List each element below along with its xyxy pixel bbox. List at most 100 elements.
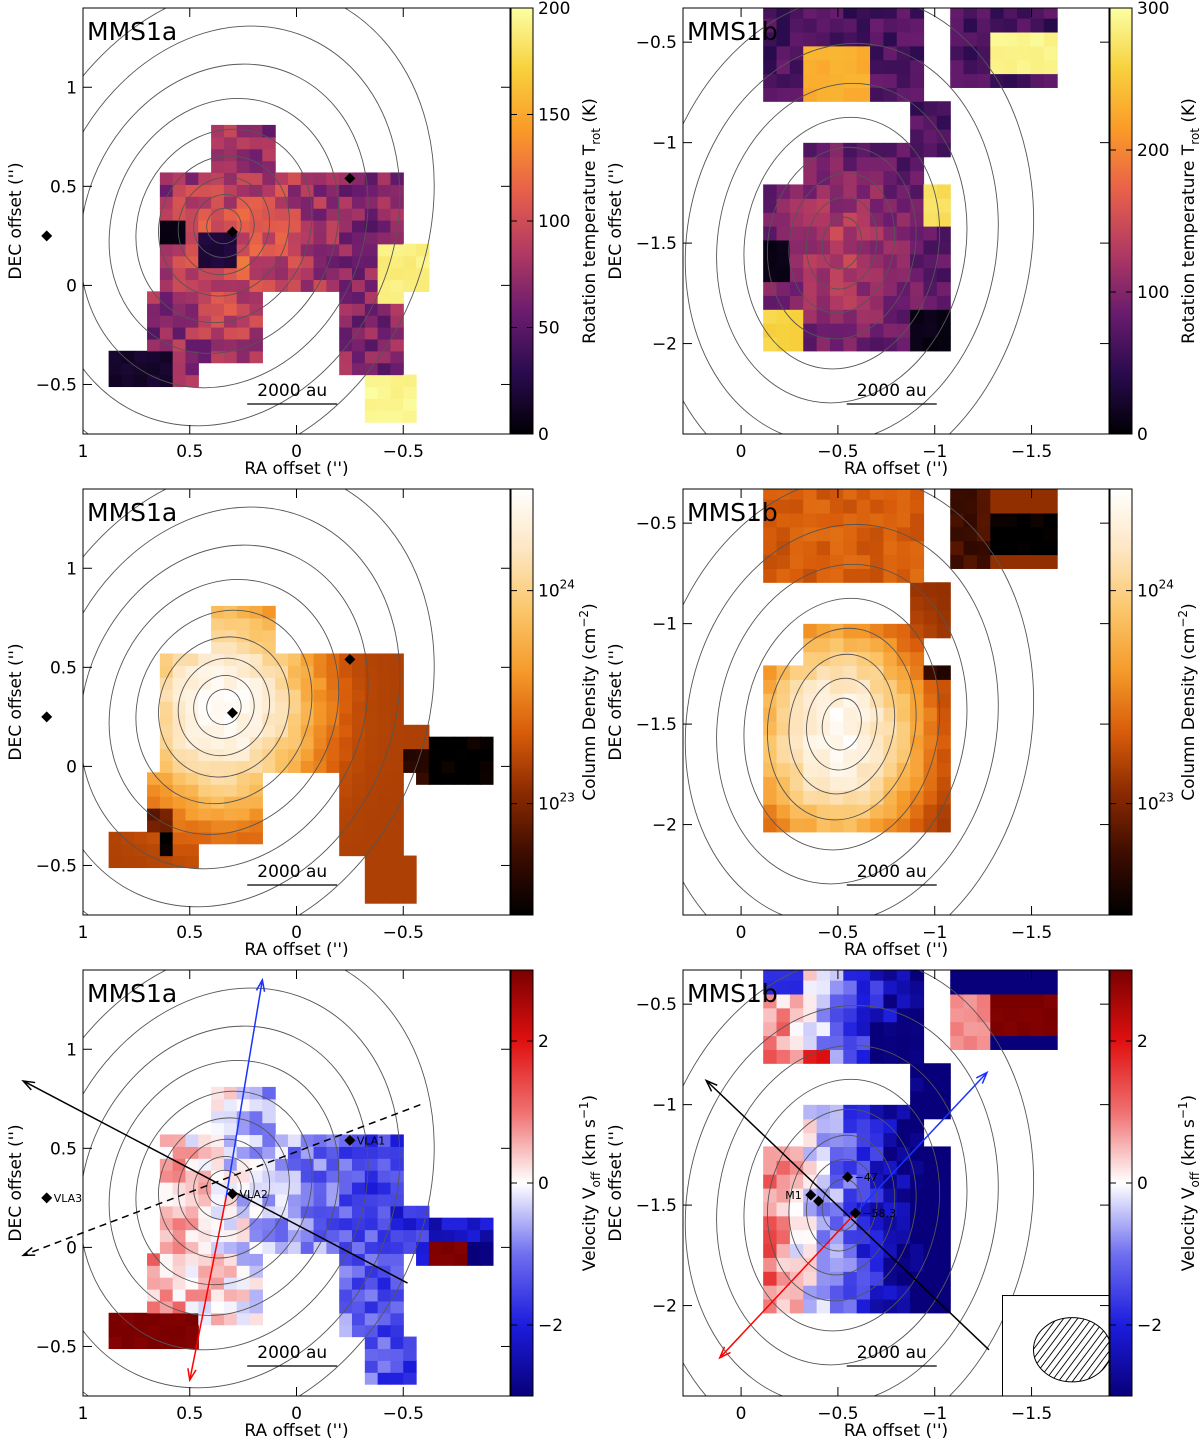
heatmap-cell — [816, 1132, 831, 1148]
heatmap-cell — [896, 804, 911, 819]
heatmap-cell — [910, 1298, 925, 1314]
heatmap-cell — [377, 736, 392, 750]
heatmap-cell — [172, 712, 187, 726]
heatmap-cell — [134, 1312, 148, 1326]
heatmap-cell — [236, 267, 251, 281]
y-tick-label: −1.5 — [636, 715, 677, 735]
heatmap-cell — [910, 1007, 925, 1023]
heatmap-cell — [829, 184, 844, 199]
colorbar-tick-label: 200 — [1137, 141, 1169, 161]
heatmap-cell — [108, 350, 123, 364]
heatmap-cell — [352, 689, 366, 702]
heatmap-cell — [364, 1372, 379, 1385]
heatmap-cell — [829, 651, 844, 667]
heatmap-cell — [364, 1170, 379, 1183]
heatmap-cell — [803, 720, 818, 736]
heatmap-cell — [856, 170, 871, 186]
heatmap-cell — [763, 323, 778, 338]
heatmap-cell — [950, 489, 965, 500]
heatmap-cell — [223, 208, 238, 221]
heatmap-cell — [883, 1035, 898, 1050]
contour-level — [806, 1158, 878, 1252]
heatmap-cell — [896, 734, 911, 750]
heatmap-cell — [763, 1049, 778, 1064]
heatmap-cell — [121, 1336, 135, 1350]
heatmap-cell — [108, 1336, 123, 1350]
heatmap-cell — [339, 808, 353, 821]
heatmap-cell — [159, 303, 174, 316]
colorbar-tick-exponent: 23 — [1159, 791, 1174, 805]
heatmap-cell — [950, 499, 965, 514]
heatmap-cell — [776, 817, 791, 833]
heatmap-cell — [763, 267, 778, 283]
y-axis-label: DEC offset ('') — [6, 643, 26, 760]
heatmap-cell — [816, 18, 831, 33]
colorbar-label: Velocity Voff (km s−1) — [1176, 1095, 1200, 1271]
heatmap-cell — [829, 336, 844, 352]
heatmap-cell — [803, 295, 818, 310]
plot-frame — [682, 969, 1110, 1397]
heatmap-cell — [249, 1253, 263, 1266]
contour-level — [83, 506, 401, 908]
heatmap-cell — [185, 350, 199, 364]
heatmap-cell — [923, 693, 938, 708]
heatmap-cell — [923, 101, 938, 116]
heatmap-cell — [789, 1215, 804, 1231]
heatmap-cell — [1043, 970, 1058, 981]
heatmap-cell — [963, 499, 978, 514]
heatmap-cell — [870, 776, 885, 791]
heatmap-cell — [763, 73, 778, 88]
heatmap-cell — [236, 1312, 251, 1326]
heatmap-cell — [326, 279, 340, 292]
heatmap-cell — [1030, 1035, 1045, 1050]
heatmap-cell — [816, 748, 831, 764]
heatmap-cell — [249, 1241, 263, 1254]
heatmap-cell — [287, 1182, 302, 1195]
heatmap-cell — [185, 677, 199, 690]
heatmap-cell — [377, 1170, 392, 1183]
colorbar-label-sup: −2 — [1176, 610, 1190, 628]
heatmap-cell — [936, 623, 951, 639]
heatmap-cell — [198, 665, 212, 678]
heatmap-cell — [856, 665, 871, 680]
heatmap-cell — [236, 196, 251, 209]
heatmap-cell — [896, 212, 911, 227]
heatmap-cell — [763, 212, 778, 227]
contour-level — [83, 8, 435, 434]
heatmap-cell — [403, 855, 417, 869]
heatmap-cell — [249, 1146, 263, 1159]
heatmap-cell — [950, 18, 965, 33]
heatmap-cell — [198, 819, 212, 833]
heatmap-cell — [910, 1090, 925, 1106]
heatmap-cell — [352, 231, 366, 245]
heatmap-cell — [390, 231, 404, 245]
plot-area — [83, 489, 494, 915]
heatmap-cell — [1003, 980, 1018, 995]
heatmap-cell — [789, 526, 804, 542]
heatmap-cell — [262, 760, 276, 773]
scalebar-label: 2000 au — [257, 1343, 327, 1363]
heatmap-cell — [870, 970, 885, 981]
heatmap-cell — [339, 255, 353, 269]
heatmap-cell — [763, 776, 778, 791]
heatmap-cell — [843, 142, 858, 158]
heatmap-cell — [262, 172, 276, 185]
heatmap-cell — [134, 1336, 148, 1350]
heatmap-cell — [950, 993, 965, 1009]
heatmap-cell — [1043, 993, 1058, 1009]
x-tick-label: 1 — [78, 442, 89, 462]
heatmap-cell — [249, 796, 263, 809]
contour-lines — [83, 8, 435, 434]
heatmap-cell — [963, 1035, 978, 1050]
heatmap-cell — [236, 819, 251, 833]
heatmap-cell — [326, 689, 340, 702]
heatmap-cell — [923, 748, 938, 764]
heatmap-cell — [870, 651, 885, 667]
heatmap-cell — [976, 8, 991, 19]
heatmap-cell — [364, 653, 379, 666]
heatmap-cell — [1043, 980, 1058, 995]
heatmap-cell — [223, 1265, 238, 1278]
heatmap-cell — [923, 582, 938, 597]
heatmap-cell — [763, 499, 778, 514]
heatmap-cell — [803, 762, 818, 777]
